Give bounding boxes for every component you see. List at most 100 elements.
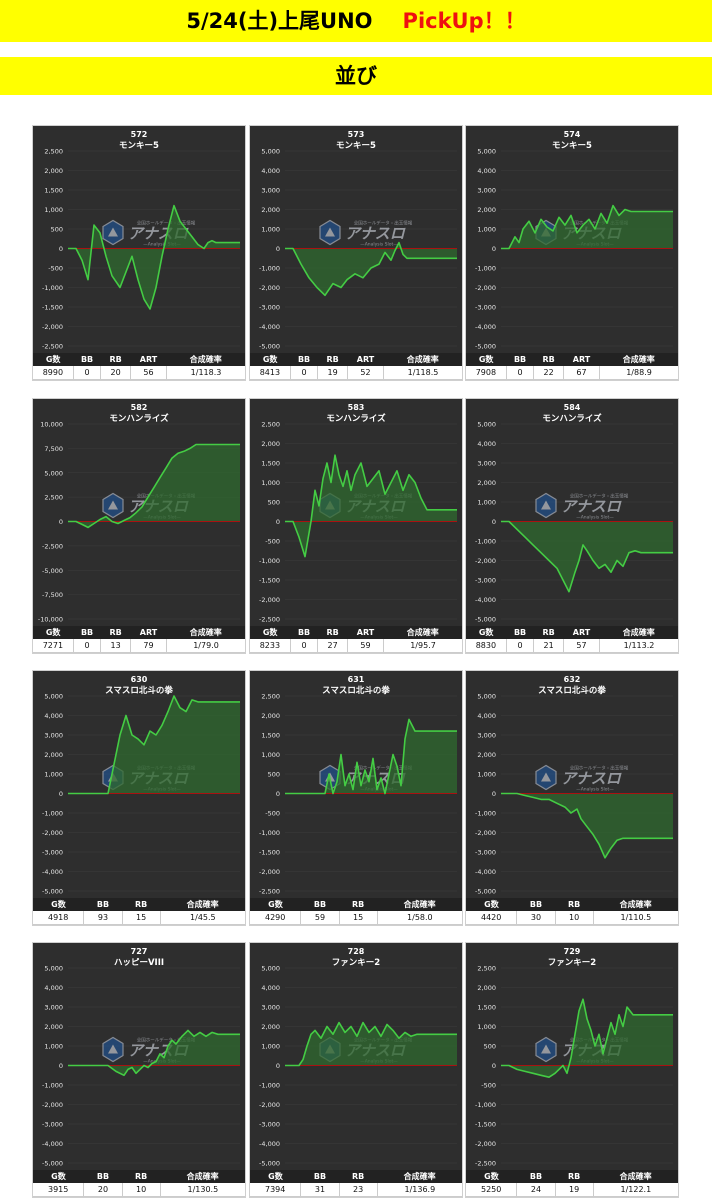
y-tick-label: -500 bbox=[265, 810, 280, 818]
y-tick-label: -500 bbox=[48, 265, 63, 273]
y-tick-label: -7,500 bbox=[42, 591, 63, 599]
y-tick-label: 4,000 bbox=[477, 440, 496, 448]
y-tick-label: -1,000 bbox=[259, 829, 280, 837]
series-area bbox=[501, 999, 673, 1078]
chart-number: 728 bbox=[348, 947, 365, 956]
stats-header: BB bbox=[516, 898, 556, 911]
y-tick-label: -2,000 bbox=[259, 868, 280, 876]
series-line bbox=[68, 695, 240, 795]
y-tick-label: 0 bbox=[59, 518, 63, 526]
y-tick-label: -1,000 bbox=[42, 810, 63, 818]
svg-text:全国ホールデータ・出玉情報: 全国ホールデータ・出玉情報 bbox=[354, 220, 413, 227]
svg-text:—Analysis Slot—: —Analysis Slot— bbox=[143, 242, 181, 248]
y-tick-label: -1,500 bbox=[259, 849, 280, 857]
stats-value: 1/130.5 bbox=[159, 1183, 245, 1197]
chart-model-name: モンキー5 bbox=[552, 141, 592, 151]
stats-value: 21 bbox=[533, 639, 564, 653]
series-area bbox=[285, 719, 457, 794]
series-area bbox=[68, 1030, 240, 1076]
stats-header: RB bbox=[317, 626, 348, 639]
chart-number: 584 bbox=[564, 403, 581, 412]
y-tick-label: 0 bbox=[59, 1062, 63, 1070]
stats-value: 1/88.9 bbox=[599, 366, 678, 380]
stats-value: 1/58.0 bbox=[376, 911, 462, 925]
y-tick-label: 2,000 bbox=[261, 712, 280, 720]
y-tick-label: -4,000 bbox=[259, 323, 280, 331]
y-tick-label: -5,000 bbox=[42, 888, 63, 896]
y-tick-label: 5,000 bbox=[477, 693, 496, 701]
y-tick-label: -1,500 bbox=[42, 304, 63, 312]
y-tick-label: 1,500 bbox=[44, 187, 63, 195]
y-tick-label: -1,500 bbox=[475, 1121, 496, 1129]
y-tick-label: 1,000 bbox=[477, 771, 496, 779]
y-tick-label: 7,500 bbox=[44, 445, 63, 453]
y-tick-label: -5,000 bbox=[475, 343, 496, 351]
stats-table: G数 BB RB 合成確率 4290 59 15 1/58.0 bbox=[250, 898, 462, 925]
stats-value: 1/110.5 bbox=[592, 911, 678, 925]
y-tick-label: -2,000 bbox=[259, 596, 280, 604]
series-line bbox=[285, 718, 457, 795]
chart-panel-574: 574 モンキー5 5,000 4,000 3,000 2,000 1,000 0 -1,000… bbox=[465, 125, 679, 381]
y-tick-label: 5,000 bbox=[477, 421, 496, 429]
y-tick-label: 2,000 bbox=[44, 1023, 63, 1031]
stats-header: BB bbox=[516, 1170, 556, 1183]
stats-value: 52 bbox=[346, 366, 384, 380]
y-tick-label: 2,000 bbox=[261, 1023, 280, 1031]
series-area bbox=[68, 205, 240, 309]
y-tick-label: 4,000 bbox=[261, 167, 280, 175]
y-tick-label: 3,000 bbox=[477, 187, 496, 195]
stats-header: G数 bbox=[466, 626, 507, 639]
stats-header: 合成確率 bbox=[599, 353, 678, 366]
chart-panel-729: 729 ファンキー2 2,500 2,000 1,500 1,000 500 0 -500 -1,… bbox=[465, 942, 679, 1198]
stats-header: RB bbox=[100, 626, 131, 639]
y-tick-label: -5,000 bbox=[42, 1160, 63, 1168]
section-heading: 並び bbox=[335, 64, 377, 88]
stats-header: G数 bbox=[33, 898, 84, 911]
y-tick-label: -2,000 bbox=[42, 829, 63, 837]
stats-value: 30 bbox=[516, 911, 556, 925]
y-tick-label: 2,000 bbox=[44, 751, 63, 759]
stats-value: 8413 bbox=[250, 366, 291, 380]
y-tick-label: -5,000 bbox=[259, 343, 280, 351]
y-tick-label: -2,000 bbox=[475, 829, 496, 837]
y-tick-label: -4,000 bbox=[259, 1140, 280, 1148]
stats-value: 31 bbox=[300, 1183, 340, 1197]
stats-header: BB bbox=[506, 626, 534, 639]
stats-value: 1/113.2 bbox=[599, 639, 678, 653]
stats-header: ART bbox=[563, 353, 600, 366]
stats-header: ART bbox=[347, 626, 384, 639]
stats-value: 19 bbox=[317, 366, 348, 380]
y-tick-label: 0 bbox=[276, 1062, 280, 1070]
y-tick-label: 10,000 bbox=[40, 421, 63, 429]
stats-value: 59 bbox=[300, 911, 340, 925]
y-tick-label: -1,000 bbox=[475, 265, 496, 273]
y-tick-label: 5,000 bbox=[261, 965, 280, 973]
y-tick-label: 0 bbox=[492, 518, 496, 526]
svg-text:全国ホールデータ・出玉情報: 全国ホールデータ・出玉情報 bbox=[570, 765, 629, 772]
stats-value: 1/136.9 bbox=[376, 1183, 462, 1197]
stats-header: BB bbox=[300, 898, 340, 911]
stats-value: 1/122.1 bbox=[592, 1183, 678, 1197]
y-tick-label: -10,000 bbox=[38, 616, 63, 624]
y-tick-label: 0 bbox=[276, 518, 280, 526]
y-tick-label: -1,000 bbox=[259, 265, 280, 273]
stats-header: 合成確率 bbox=[166, 353, 245, 366]
stats-header: ART bbox=[347, 353, 384, 366]
stats-header: 合成確率 bbox=[383, 353, 462, 366]
y-tick-label: 1,000 bbox=[261, 1043, 280, 1051]
y-tick-label: 0 bbox=[59, 245, 63, 253]
stats-table: G数 BB RB 合成確率 4918 93 15 1/45.5 bbox=[33, 898, 245, 925]
chart-panel-572: 572 モンキー5 2,500 2,000 1,500 1,000 500 0 -500 -1,0… bbox=[32, 125, 246, 381]
chart-svg-573: 573 モンキー5 5,000 4,000 3,000 2,000 1,000 0 -1,000… bbox=[259, 130, 457, 351]
stats-value: 1/79.0 bbox=[166, 639, 245, 653]
y-tick-label: -2,500 bbox=[475, 1160, 496, 1168]
y-tick-label: 500 bbox=[268, 499, 280, 507]
stats-header: 合成確率 bbox=[160, 1170, 245, 1183]
stats-value: 0 bbox=[505, 639, 534, 653]
chart-number: 632 bbox=[564, 675, 581, 684]
y-tick-label: 500 bbox=[51, 226, 63, 234]
stats-header: RB bbox=[100, 353, 131, 366]
stats-value: 23 bbox=[338, 1183, 378, 1197]
